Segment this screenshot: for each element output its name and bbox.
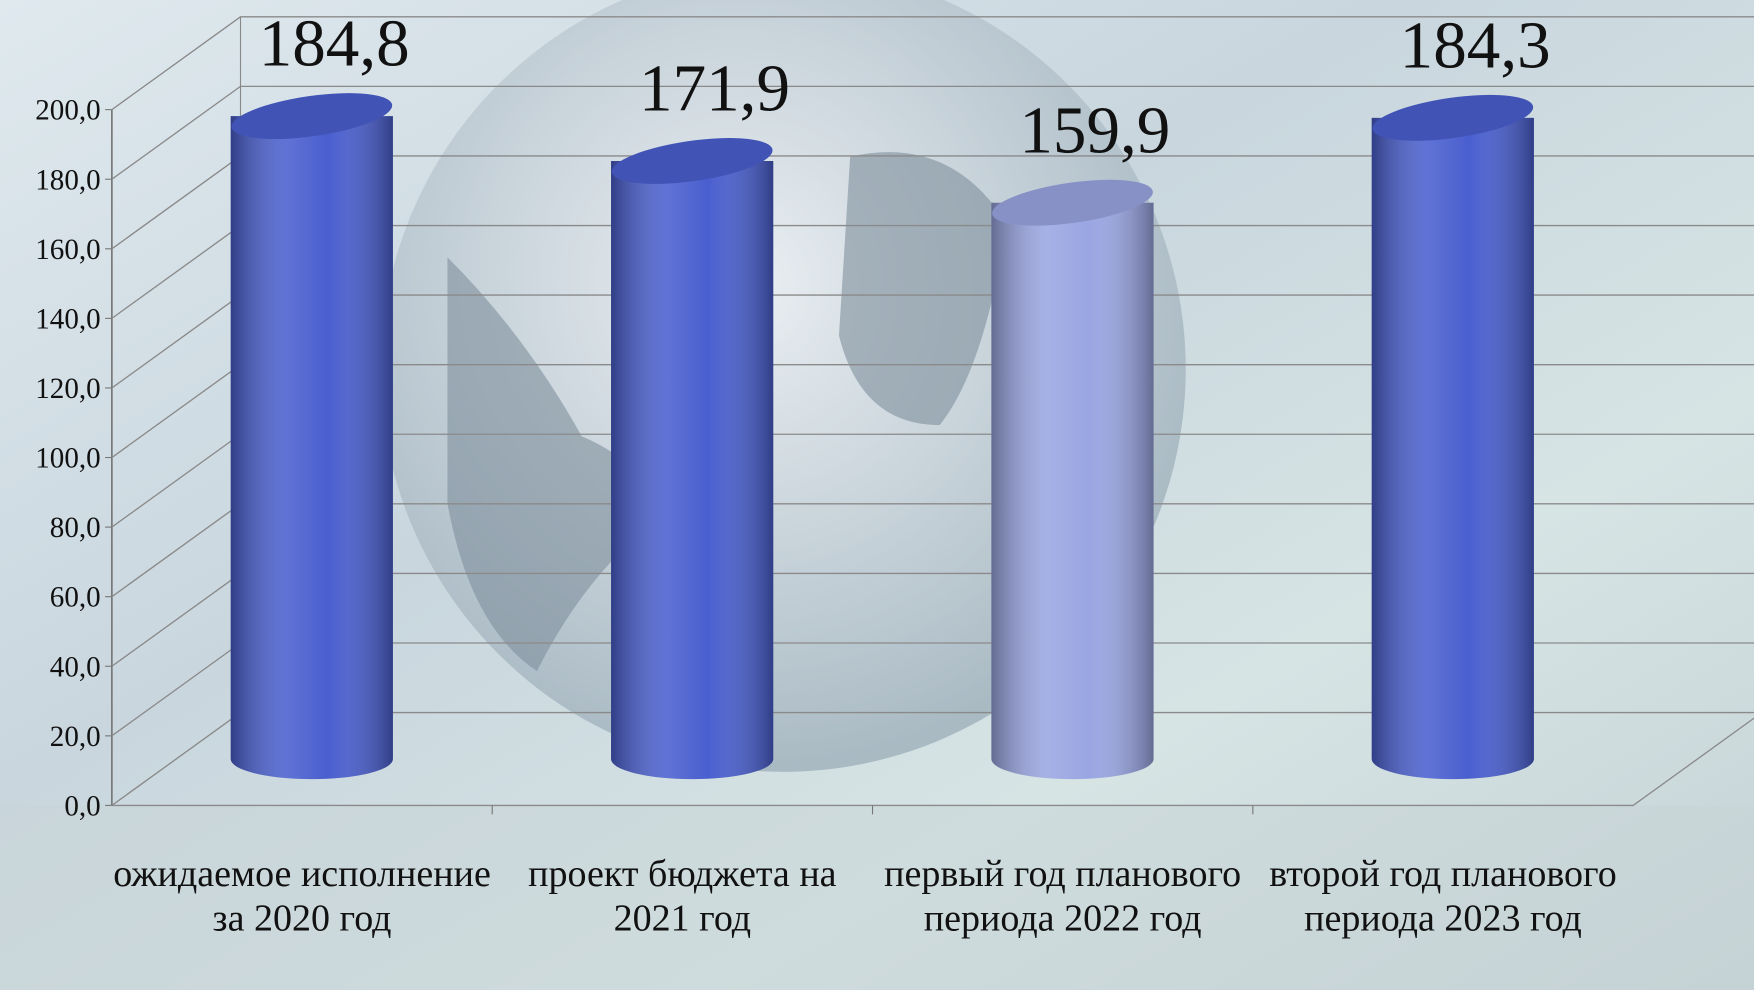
continent — [838, 152, 1007, 426]
bar-top — [1372, 94, 1534, 141]
y-tick-label: 200,0 — [35, 95, 100, 127]
x-tick-label: второй год планового периода 2023 год — [1269, 853, 1617, 940]
bar-top-shade — [1372, 94, 1534, 141]
banknote-image — [0, 805, 1754, 990]
grid-line — [111, 85, 1754, 180]
y-tick-label: 40,0 — [50, 651, 101, 683]
y-tick-label: 120,0 — [35, 373, 100, 405]
bar-top-shade — [231, 93, 393, 140]
x-tick-label: проект бюджета на 2021 год — [528, 853, 837, 940]
x-tick-label-box: первый год планового периода 2022 год — [884, 853, 1242, 940]
value-label: 184,8 — [259, 6, 410, 81]
bar-top-shade — [992, 179, 1153, 226]
y-tick-label: 160,0 — [35, 234, 100, 266]
x-tick-label: ожидаемое исполнение за 2020 год — [113, 853, 491, 940]
y-tick-label: 20,0 — [50, 721, 101, 753]
y-tick-label: 100,0 — [35, 443, 100, 475]
bar-top-shade — [611, 138, 773, 184]
value-label: 171,9 — [639, 51, 790, 126]
y-tick-label: 180,0 — [35, 164, 100, 196]
bar-top — [611, 138, 773, 184]
value-label: 184,3 — [1400, 7, 1551, 82]
bar-shade — [611, 160, 774, 780]
y-tick-label: 60,0 — [50, 582, 101, 614]
bar-top — [231, 93, 393, 140]
continent — [447, 257, 651, 672]
x-tick-label-box: второй год планового периода 2023 год — [1269, 853, 1617, 940]
y-tick-label: 140,0 — [35, 303, 100, 335]
y-tick-label: 80,0 — [50, 512, 101, 544]
bar-top — [992, 179, 1153, 226]
x-tick-label-box: ожидаемое исполнение за 2020 год — [113, 853, 491, 940]
value-label: 159,9 — [1019, 92, 1170, 167]
bar-shade — [991, 202, 1154, 780]
x-tick-label-box: проект бюджета на 2021 год — [528, 853, 837, 940]
floor-edge — [111, 717, 1754, 807]
bar-shade — [230, 116, 393, 780]
grid-line — [111, 16, 1754, 111]
bar-shade — [1371, 117, 1534, 780]
x-tick-label: первый год планового периода 2022 год — [884, 853, 1242, 940]
y-tick-label: 0,0 — [64, 790, 100, 822]
